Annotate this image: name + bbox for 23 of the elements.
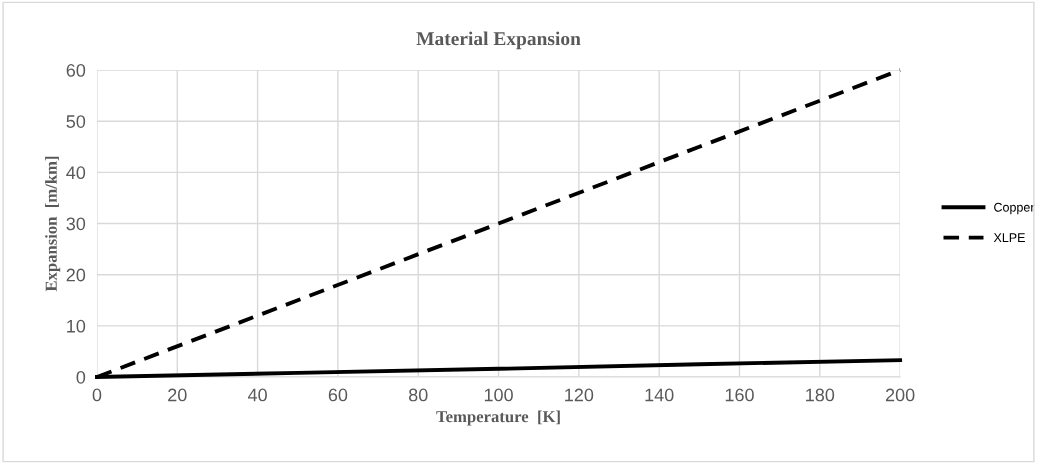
x-tick-label: 120: [565, 388, 594, 402]
x-tick-label: 180: [806, 388, 835, 402]
x-tick-label: 40: [247, 388, 267, 402]
y-tick-label: 30: [66, 217, 86, 231]
x-tick-label: 160: [725, 388, 754, 402]
x-tick-label: 80: [408, 388, 428, 402]
y-tick-label: 50: [66, 115, 86, 128]
x-tick-label: 20: [168, 388, 187, 402]
y-tick-label: 40: [66, 166, 86, 180]
x-tick-label: 200: [885, 388, 915, 402]
y-tick-label: 20: [66, 268, 86, 282]
y-tick-label: 0: [76, 370, 86, 384]
legend-label: XLPE: [993, 233, 1025, 242]
y-tick-label: 10: [67, 319, 86, 333]
x-tick-label: 0: [92, 388, 102, 402]
y-axis-title: Expansion [m/km]: [45, 156, 61, 292]
x-axis-title: Temperature [K]: [436, 410, 560, 426]
x-tick-label: 100: [484, 388, 513, 402]
x-tick-label: 140: [645, 388, 674, 402]
legend-label: Copper: [994, 202, 1035, 215]
y-tick-label: 60: [66, 64, 86, 77]
x-tick-label: 60: [328, 388, 348, 402]
chart-title: Material Expansion: [416, 31, 581, 50]
